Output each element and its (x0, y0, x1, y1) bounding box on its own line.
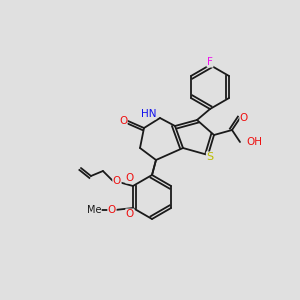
Text: O: O (119, 116, 127, 126)
Text: OH: OH (246, 137, 262, 147)
Text: O: O (240, 113, 248, 123)
Text: O: O (126, 173, 134, 183)
Text: O: O (108, 205, 116, 215)
Text: Me: Me (87, 205, 101, 215)
Text: O: O (113, 176, 121, 186)
Text: S: S (206, 152, 214, 162)
Text: O: O (126, 209, 134, 219)
Text: HN: HN (140, 109, 156, 119)
Text: F: F (207, 57, 213, 67)
